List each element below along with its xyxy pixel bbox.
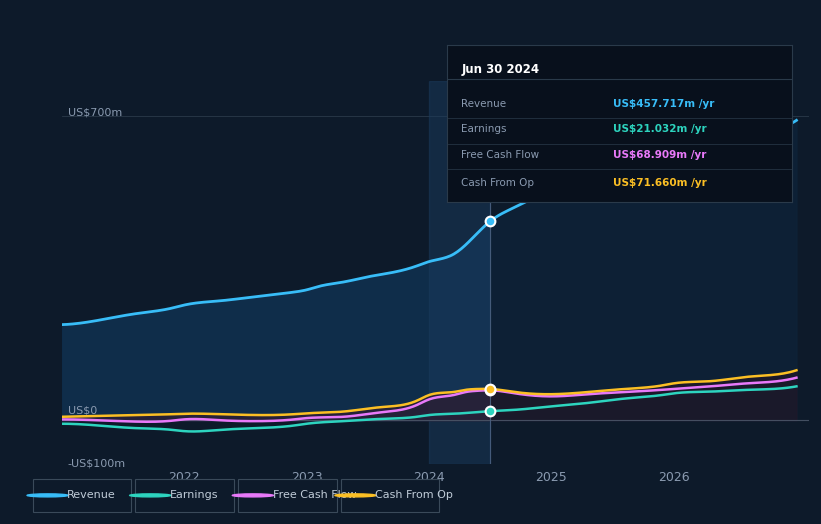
Text: US$700m: US$700m	[67, 107, 122, 117]
FancyBboxPatch shape	[33, 479, 131, 512]
Text: Revenue: Revenue	[461, 99, 507, 110]
Text: Revenue: Revenue	[67, 490, 116, 500]
Text: Earnings: Earnings	[461, 124, 507, 135]
Text: US$0: US$0	[67, 405, 97, 415]
Text: US$68.909m /yr: US$68.909m /yr	[613, 149, 706, 160]
Text: Analysts Forecasts: Analysts Forecasts	[497, 85, 606, 99]
FancyBboxPatch shape	[341, 479, 439, 512]
Text: US$21.032m /yr: US$21.032m /yr	[613, 124, 707, 135]
Bar	[429, 81, 490, 464]
Text: Cash From Op: Cash From Op	[461, 178, 534, 188]
Text: Past: Past	[460, 85, 484, 99]
Text: Free Cash Flow: Free Cash Flow	[461, 149, 539, 160]
Text: Free Cash Flow: Free Cash Flow	[273, 490, 356, 500]
Circle shape	[130, 494, 171, 497]
Text: Earnings: Earnings	[170, 490, 218, 500]
Text: US$457.717m /yr: US$457.717m /yr	[613, 99, 714, 110]
FancyBboxPatch shape	[135, 479, 234, 512]
Circle shape	[27, 494, 68, 497]
Text: -US$100m: -US$100m	[67, 458, 126, 468]
Text: Jun 30 2024: Jun 30 2024	[461, 63, 539, 77]
Text: Cash From Op: Cash From Op	[375, 490, 453, 500]
Circle shape	[232, 494, 273, 497]
Text: US$71.660m /yr: US$71.660m /yr	[613, 178, 707, 188]
Circle shape	[335, 494, 376, 497]
FancyBboxPatch shape	[238, 479, 337, 512]
